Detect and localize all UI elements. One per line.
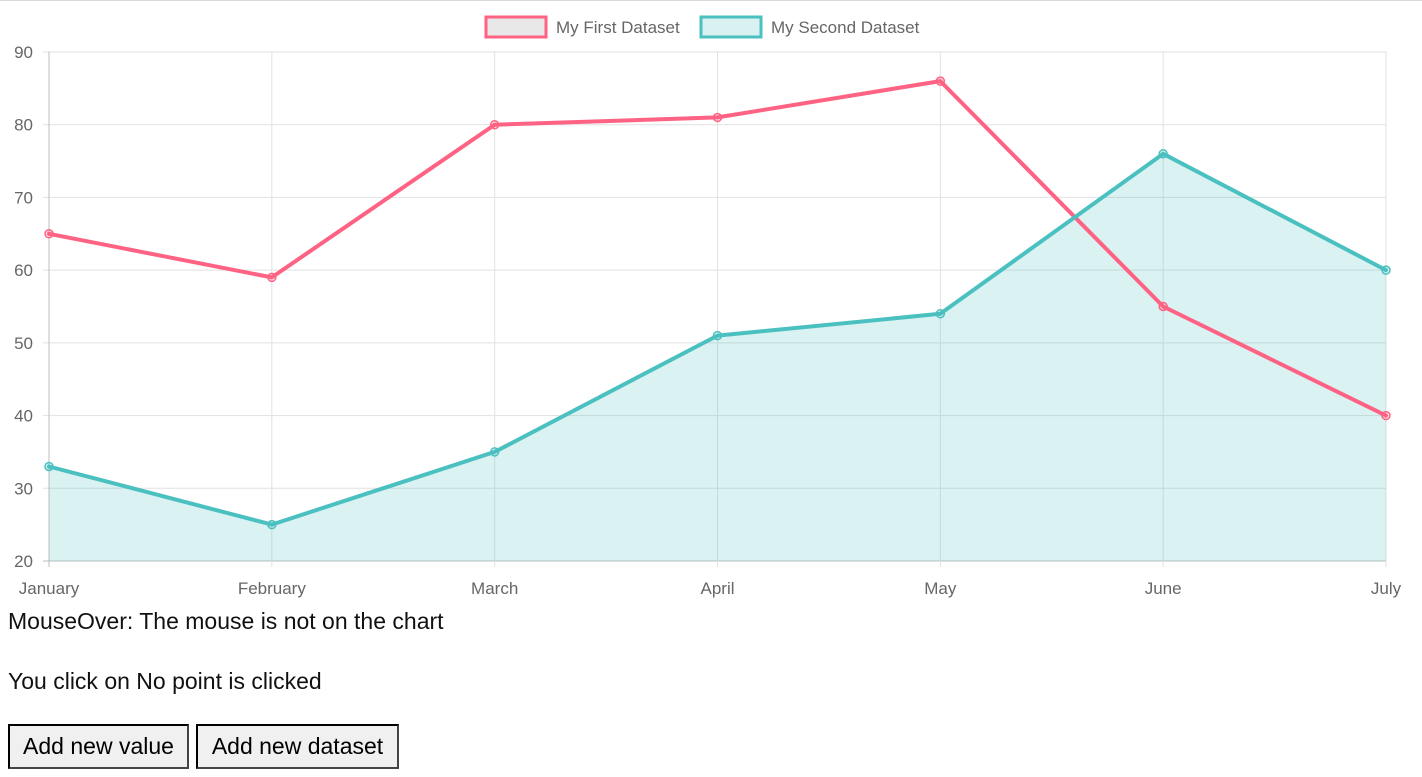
series-line <box>47 151 1388 527</box>
y-tick-label: 30 <box>14 479 33 498</box>
series-lines <box>47 79 1388 527</box>
chart-canvas[interactable]: 20 30 40 50 60 70 80 90 January February March Apr… <box>0 0 1422 605</box>
data-point <box>712 112 723 123</box>
x-tick-label: March <box>471 579 518 598</box>
data-point <box>1158 149 1168 159</box>
y-tick-label: 80 <box>14 116 33 135</box>
legend-swatch <box>699 15 763 39</box>
x-tick-label: July <box>1371 579 1402 598</box>
data-point <box>935 76 946 86</box>
mouseover-value: The mouse is not on the chart <box>139 608 444 634</box>
x-axis-ticks: January February March April May June July <box>19 579 1402 598</box>
legend[interactable]: My First Dataset My Second Dataset <box>484 15 920 39</box>
mouseover-status: MouseOver: The mouse is not on the chart <box>8 608 444 635</box>
y-tick-label: 90 <box>14 43 33 62</box>
y-tick-label: 20 <box>14 552 33 571</box>
x-tick-label: January <box>19 579 80 598</box>
data-point <box>489 447 500 457</box>
grid-lines <box>43 51 1387 567</box>
series-area-fill <box>49 153 1386 562</box>
mouseover-label: MouseOver: <box>8 608 140 634</box>
y-tick-label: 70 <box>14 188 33 207</box>
series-line <box>47 79 1388 418</box>
area-fills <box>49 153 1386 562</box>
legend-swatch <box>484 15 548 39</box>
data-point <box>1381 265 1391 275</box>
y-tick-label: 50 <box>14 334 33 353</box>
data-point <box>489 119 500 130</box>
legend-label: My First Dataset <box>556 18 680 37</box>
data-point <box>1158 301 1168 312</box>
top-divider <box>0 0 1422 1</box>
x-tick-label: April <box>700 579 734 598</box>
data-point <box>44 461 54 472</box>
y-axis-ticks: 20 30 40 50 60 70 80 90 <box>14 43 33 571</box>
data-point <box>267 272 277 283</box>
data-point <box>712 330 723 341</box>
click-status: You click on No point is clicked <box>8 668 322 695</box>
y-tick-label: 60 <box>14 261 33 280</box>
x-tick-label: June <box>1145 579 1182 598</box>
x-tick-label: February <box>238 579 307 598</box>
click-value: No point is clicked <box>136 668 322 694</box>
click-label: You click on <box>8 668 137 694</box>
y-tick-label: 40 <box>14 407 33 426</box>
data-point <box>267 519 277 530</box>
data-point <box>44 229 54 239</box>
data-point <box>935 309 946 319</box>
data-point <box>1381 410 1391 421</box>
add-new-dataset-button[interactable]: Add new dataset <box>196 724 399 769</box>
line-chart[interactable]: 20 30 40 50 60 70 80 90 January February March Apr… <box>0 0 1422 605</box>
x-tick-label: May <box>924 579 957 598</box>
data-points <box>44 76 1391 530</box>
legend-label: My Second Dataset <box>771 18 920 37</box>
add-new-value-button[interactable]: Add new value <box>8 724 189 769</box>
